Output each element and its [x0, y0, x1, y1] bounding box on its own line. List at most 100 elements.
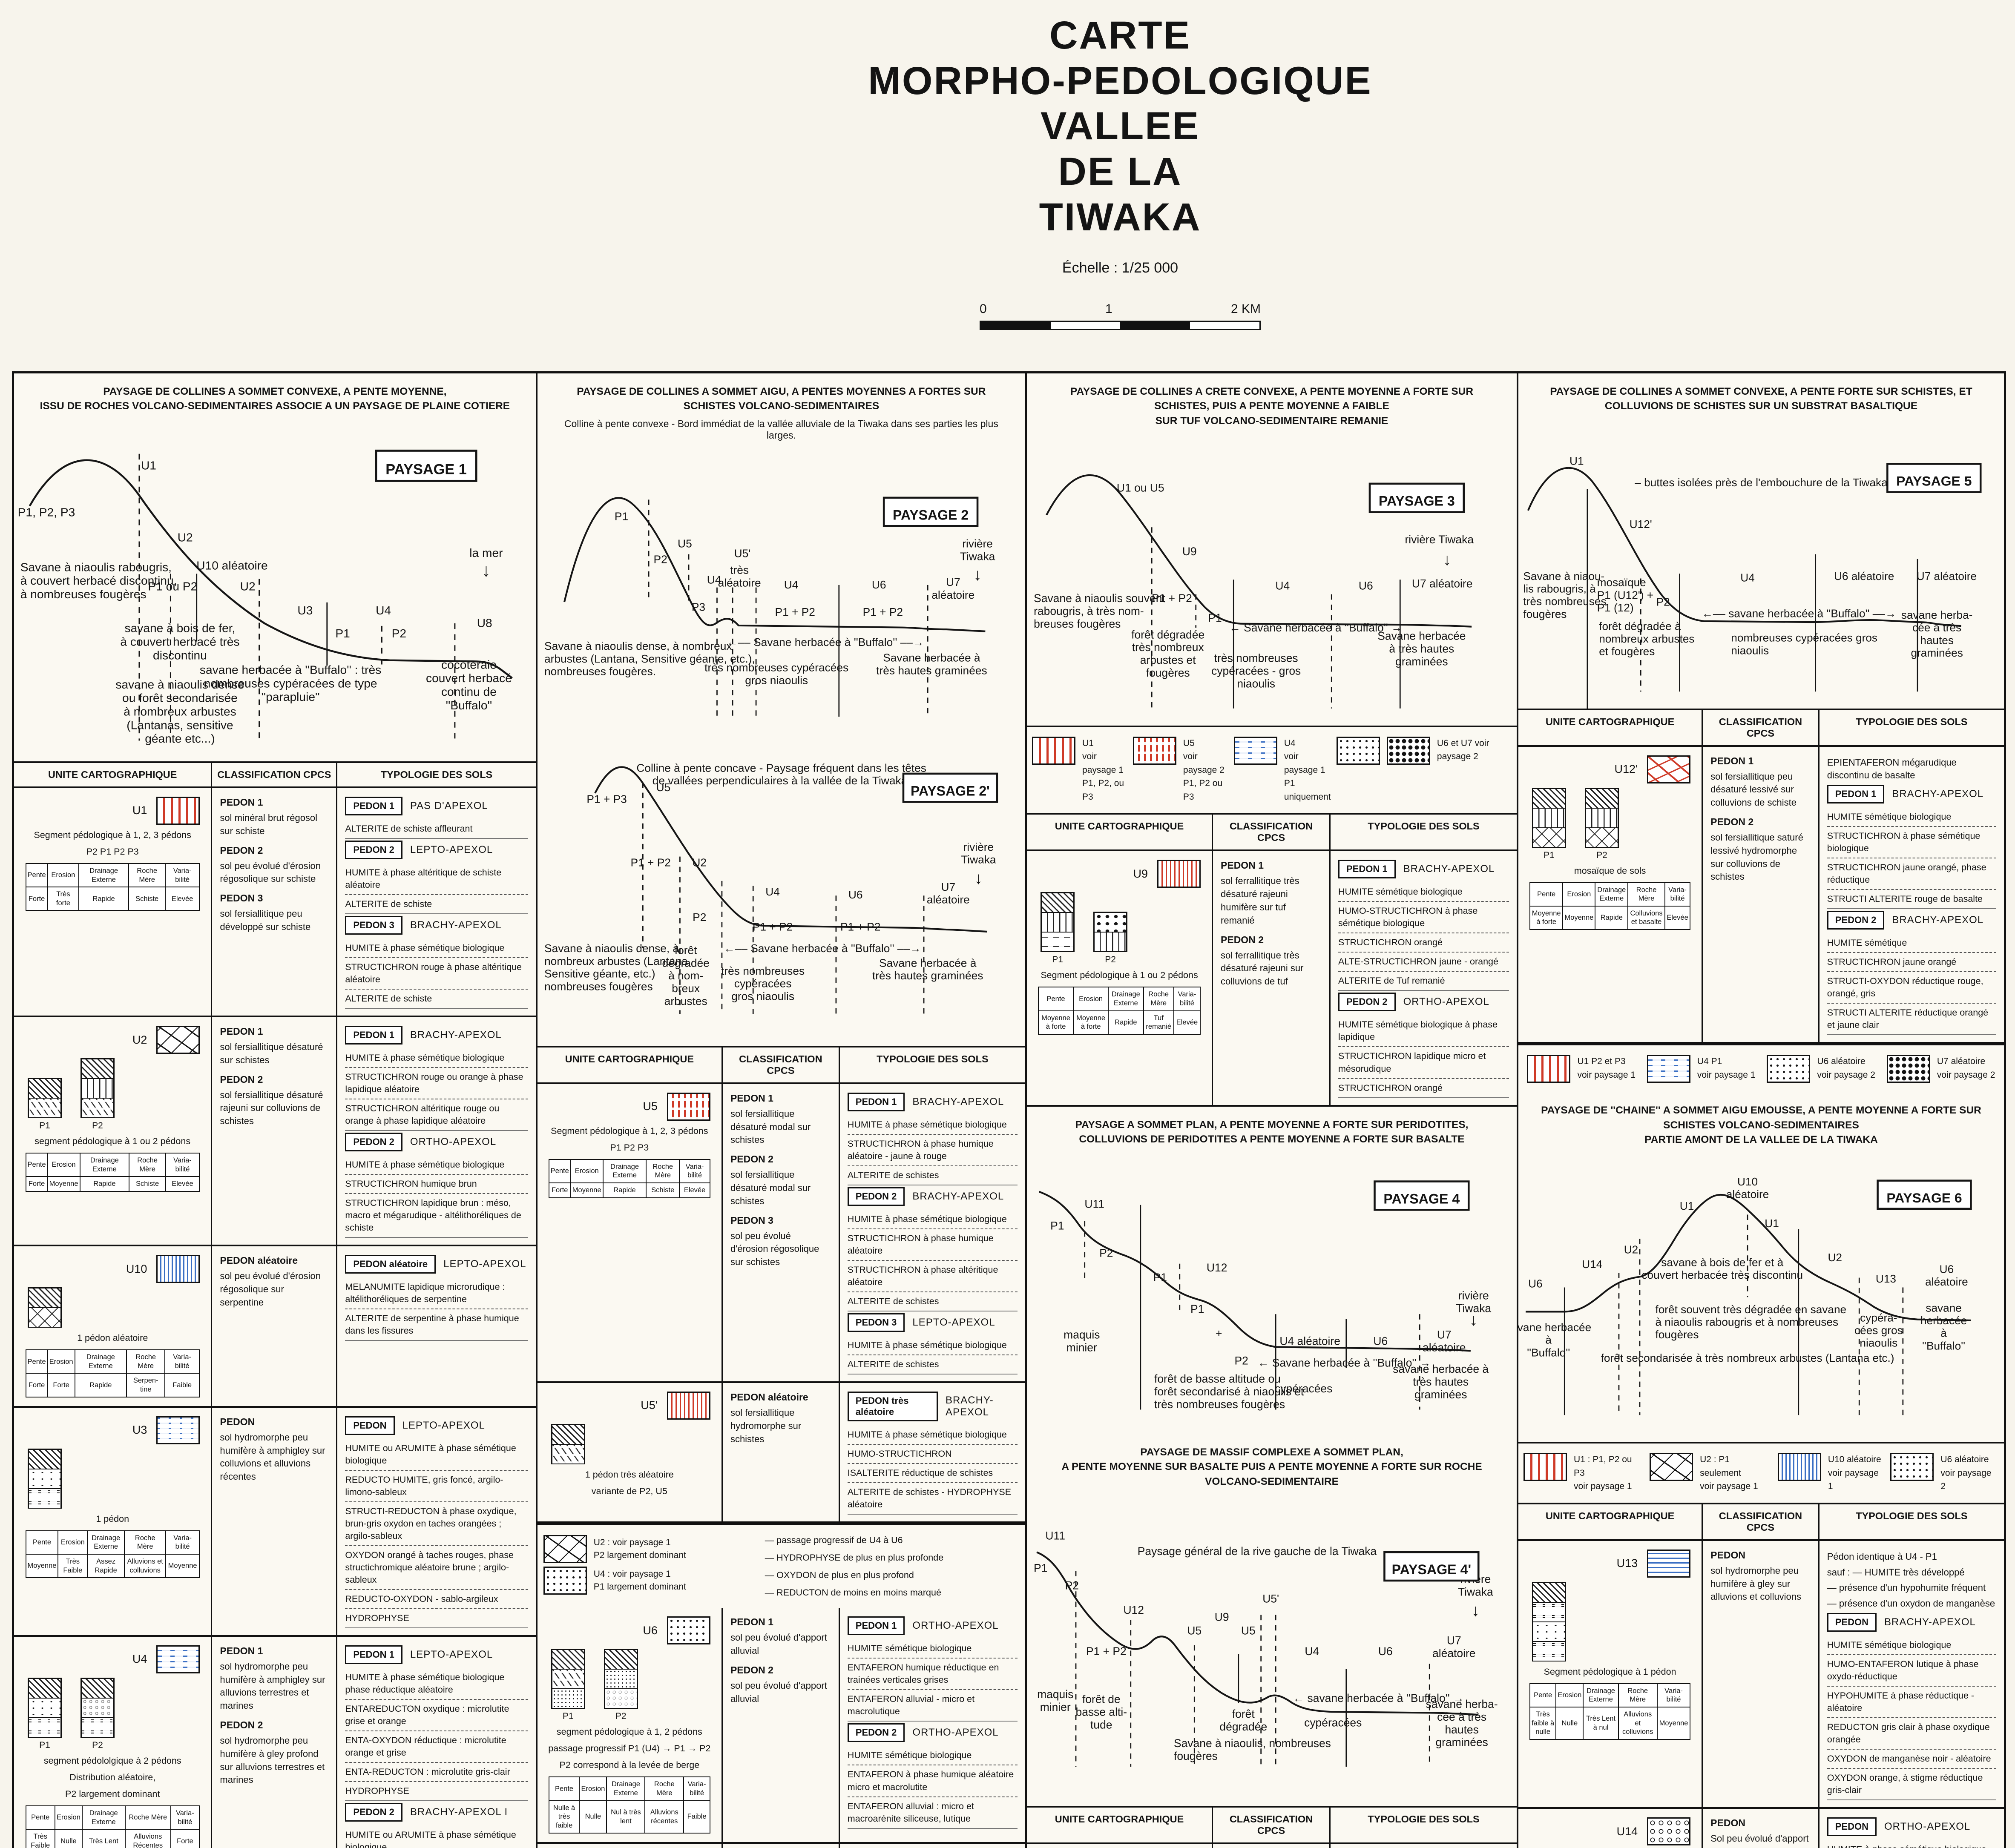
pedon-label: PEDON 1 — [220, 796, 263, 808]
table-header-row: UNITE CARTOGRAPHIQUE CLASSIFICATION CPCS T… — [1518, 708, 2004, 747]
attr-value: Rapide — [74, 1373, 127, 1397]
horizon-layer — [29, 1449, 60, 1469]
title-block: CARTE MORPHO-PEDOLOGIQUE VALLEE DE LA TI… — [843, 13, 1397, 330]
unit-caption: P2 correspond à la levée de berge — [559, 1760, 700, 1771]
horizon-line: OXYDON de manganèse noir - aléatoire — [1827, 1750, 1996, 1769]
apexol-class-name: LEPTO-APEXOL — [443, 1258, 526, 1270]
unit-pattern-swatch — [667, 1092, 710, 1121]
profile-label: P2 — [615, 1711, 627, 1722]
apexol-class-name: BRACHY-APEXOL I — [410, 1806, 508, 1818]
diagram-label: maquis minier — [1064, 1329, 1100, 1354]
attr-value: Très Faible — [57, 1553, 88, 1578]
horizon-line: ENTAFERON alluvial - micro et macrolutiq… — [847, 1690, 1018, 1722]
diagram-label: U7 aléatoire — [1432, 1634, 1475, 1659]
profile-label: P1 — [1544, 850, 1555, 860]
attr-value: Rapide — [79, 1176, 130, 1192]
pedon-profile: P2 — [1093, 912, 1128, 965]
unit-pattern-swatch — [1133, 736, 1176, 765]
horizon-line: HUMITE à phase sémétique biologique — [847, 1336, 1018, 1355]
diagram-label: P1 — [1153, 1271, 1167, 1284]
map-title-line: MORPHO-PEDOLOGIQUE — [868, 59, 1372, 103]
terrain-profile-svg: U1 P1, P2, P3 U2 U10 aléatoire P1 ou P2 U2 U3 U… — [18, 449, 513, 745]
diagram-label: savane herba-cée à très hautes graminées — [1426, 1698, 1498, 1749]
map-title-line: CARTE — [1049, 14, 1191, 57]
horizon-layer — [29, 1308, 60, 1328]
horizon-line: HUMITE sémétique biologique — [1827, 808, 1996, 827]
diagram-label: U4 aléatoire — [1279, 1335, 1340, 1348]
classification-cell: PEDON aléatoire sol fersiallitique hydrom… — [723, 1383, 840, 1522]
attr-header: Roche Mère — [129, 1153, 166, 1177]
column-header-typo: TYPOLOGIE DES SOLS — [1368, 1813, 1480, 1825]
apexol-class-name: ORTHO-APEXOL — [410, 1136, 497, 1148]
note-line: — HYDROPHYSE de plus en plus profonde — [765, 1552, 944, 1563]
attr-value: Alluvions récentes — [644, 1800, 684, 1834]
diagram-label: ← savane herbacée à ''Buffalo'' → — [1293, 1692, 1464, 1705]
unit-id: U10 — [126, 1262, 147, 1275]
typology-note: — présence d'un hypohumite fréquent — [1827, 1582, 1986, 1593]
classification-cell: PEDON aléatoire sol peu évolué d'érosion … — [212, 1246, 338, 1406]
diagram-label: cypéracées — [1275, 1382, 1332, 1395]
unit-pattern-swatch — [156, 1255, 200, 1283]
paysage-box-label: PAYSAGE 1 — [385, 461, 467, 477]
pedon-label: PEDON 2 — [730, 1664, 773, 1676]
pedon-label: PEDON 3 — [220, 892, 263, 904]
horizon-line: HUMITE à phase sémétique biologique — [1827, 1840, 1996, 1848]
diagram-label: U9 — [1215, 1610, 1229, 1623]
diagram-label: U4 — [1275, 579, 1290, 592]
unit-pattern-swatch — [543, 1567, 587, 1595]
pedon-description: sol peu évolué d'apport alluvial — [730, 1632, 827, 1656]
unit-cell: U11P1P2UNITE LOCALISEESUR LA RIVE GAUCHE… — [1027, 1844, 1213, 1848]
horizon-layer — [29, 1099, 60, 1119]
unit-pattern-swatch — [1890, 1453, 1934, 1481]
typology-group: PEDON 2 ORTHO-APEXOL HUMITE sémétique biol… — [847, 1723, 1018, 1829]
horizon-layer — [29, 1489, 60, 1509]
legend-item: U6 aléatoire voir paysage 2 — [1890, 1453, 1999, 1493]
profile-label: P2 — [92, 1121, 103, 1131]
unit-caption: segment pédologique à 1, 2 pédons — [556, 1727, 702, 1737]
unit-caption: variante de P2, U5 — [591, 1486, 667, 1496]
attr-value: Schiste — [128, 887, 166, 911]
unit-id: U5' — [641, 1399, 658, 1412]
diagram-label: P1 + P2 — [840, 920, 880, 933]
diagram-label: Savane à niaoulis rabougris, à couvert he… — [20, 560, 177, 601]
pedon-box-label: PEDON très aléatoire — [847, 1391, 938, 1421]
attr-value: Alluvions et colluvions — [124, 1553, 167, 1578]
unit-cell: U3 1 pédon Pente Erosion Drainage Externe Roc… — [14, 1407, 213, 1635]
unit-pattern-swatch — [1647, 1549, 1691, 1578]
legend-item-line: U6 aléatoire — [1940, 1455, 1989, 1465]
paysage-column-1: PAYSAGE DE COLLINES A SOMMET CONVEXE, A … — [14, 373, 538, 1848]
attr-header: Varia- bilité — [1656, 1683, 1691, 1707]
diagram-label: P1 + P2 — [1086, 1645, 1127, 1658]
diagram-label: P2 — [653, 553, 667, 565]
attr-header: Erosion — [579, 1776, 607, 1801]
diagram-label: U7 aléatoire — [931, 576, 974, 601]
note-line: — passage progressif de U4 à U6 — [765, 1535, 903, 1546]
attr-value: Serpen- tine — [126, 1373, 166, 1397]
pedon-description: Sol peu évolué d'apport alluvial et coll… — [1710, 1833, 1809, 1848]
typology-cell: PEDON très aléatoire BRACHY-APEXOL HUMITE … — [840, 1383, 1025, 1521]
pedon-profile: P1 — [1041, 892, 1075, 965]
typology-cell: PEDON 1 LEPTO-APEXOL HUMITE à phase séméti… — [337, 1637, 535, 1848]
classification-cell: PEDON sol hydromorphe peu humifère à amph… — [212, 1407, 338, 1635]
profile-label: P2 — [92, 1740, 103, 1750]
unit-pattern-swatch — [543, 1535, 587, 1564]
pedon-profiles: P1 P2 — [1532, 787, 1694, 861]
diagram-label: savane herbacée à très hautes graminées — [1393, 1363, 1489, 1401]
pedon-description: sol fersiallitique désaturé modal sur sc… — [730, 1108, 811, 1145]
pedon-box-label: PEDON 2 — [1338, 993, 1396, 1012]
attr-header: Erosion — [1073, 987, 1109, 1011]
horizon-line: ALTERITE de schiste — [345, 895, 528, 914]
diagram-label: U1 ou U5 — [1117, 481, 1164, 494]
diagram-label: P2 — [693, 911, 706, 924]
pedon-profile — [1532, 1581, 1566, 1661]
paysage-number-box: PAYSAGE 4 — [1374, 1180, 1470, 1211]
attr-value: Moyenne — [1562, 905, 1596, 930]
typology-cell: EPIENTAFERON mégarudique discontinu de b… — [1820, 747, 2004, 1042]
horizon-layer — [29, 1718, 60, 1738]
typology-group: PEDON 2 BRACHY-APEXOL HUMITE à phase sémét… — [847, 1187, 1018, 1311]
legend-item-line: voir paysage 2 — [1937, 1070, 1995, 1080]
diagram-label: ↓ — [482, 560, 491, 580]
horizon-layer — [29, 1288, 60, 1309]
